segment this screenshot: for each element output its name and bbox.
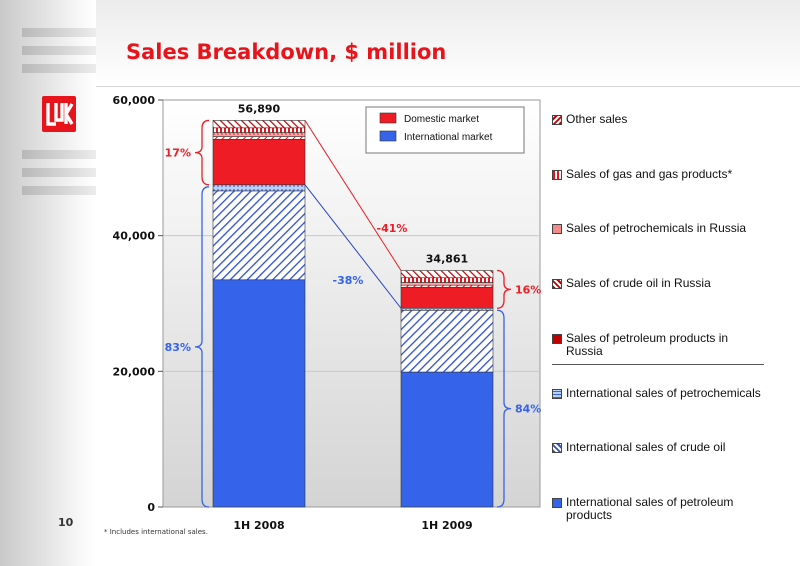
bar-segment — [212, 184, 306, 192]
bar-segment — [400, 371, 494, 508]
y-tick-label: 60,000 — [113, 94, 156, 107]
decor-stripe — [22, 186, 96, 195]
x-axis-labels: 1H 2008 1H 2009 — [233, 519, 472, 532]
x-tick-label: 1H 2009 — [421, 519, 472, 532]
market-legend-swatch — [379, 130, 397, 142]
legend-swatch — [552, 498, 562, 508]
bar-total-label: 34,861 — [426, 253, 468, 266]
decor-stripe — [22, 150, 96, 159]
legend-label: Sales of gas and gas products* — [566, 167, 733, 181]
y-axis: 0 20,000 40,000 60,000 — [113, 94, 163, 514]
legend-label: Other sales — [566, 112, 628, 126]
annotations: -41% -38% 17% 83% 16% 84% — [165, 119, 541, 508]
legend-label: Sales of petroleum products in Russia — [566, 331, 729, 358]
market-legend: Domestic market International market — [365, 106, 525, 154]
bar-total-label: 56,890 — [238, 102, 281, 115]
footnote: * Includes international sales. — [104, 528, 208, 536]
domestic-share-label: 17% — [165, 147, 191, 160]
header-band — [96, 0, 800, 87]
domestic-share-brace — [496, 269, 512, 309]
y-tick-label: 0 — [147, 501, 155, 514]
bar-segment — [212, 132, 306, 137]
bar-segment — [400, 309, 494, 373]
legend-swatch — [552, 224, 562, 234]
legend-separator — [552, 364, 764, 365]
market-legend-swatch — [379, 112, 397, 124]
legend-swatch — [552, 170, 562, 180]
y-tick-label: 40,000 — [113, 230, 156, 243]
bar-segment — [400, 286, 494, 309]
domestic-change-line — [304, 120, 402, 271]
legend-swatch — [552, 279, 562, 289]
bar-segment — [400, 284, 494, 288]
bar-segment — [400, 277, 494, 283]
legend-swatch — [552, 115, 562, 125]
international-share-brace — [496, 309, 512, 508]
bar-segment — [212, 190, 306, 281]
decor-stripe — [22, 28, 96, 37]
y-tick-label: 20,000 — [113, 365, 156, 378]
page-number: 10 — [58, 516, 74, 529]
bar-segment — [212, 120, 306, 129]
legend-label: International sales of petroleum product… — [566, 495, 734, 522]
domestic-change-label: -41% — [377, 222, 408, 235]
market-legend-label: Domestic market — [404, 114, 479, 125]
legend-label: International sales of petrochemicals — [566, 386, 761, 400]
bar-segment — [212, 136, 306, 140]
bar-segment — [212, 279, 306, 508]
page-title: Sales Breakdown, $ million — [126, 40, 447, 64]
legend-label: Sales of petrochemicals in Russia — [566, 221, 747, 235]
bar-segment — [400, 307, 494, 311]
bar-segment — [400, 270, 494, 279]
legend-swatch — [552, 389, 562, 399]
legend-label: International sales of crude oil — [566, 440, 726, 454]
decor-stripe — [22, 46, 96, 55]
international-share-label: 83% — [165, 341, 191, 354]
legend-swatch — [552, 334, 562, 344]
x-tick-label: 1H 2008 — [233, 519, 284, 532]
international-share-label: 84% — [515, 403, 541, 416]
bar-segment — [212, 127, 306, 133]
international-change-line — [304, 184, 402, 309]
international-share-brace — [194, 186, 210, 508]
domestic-share-label: 16% — [515, 283, 541, 296]
legend-label: Sales of crude oil in Russia — [566, 276, 711, 290]
market-legend-label: International market — [404, 132, 493, 143]
lukoil-logo-icon — [42, 96, 76, 132]
bars: 56,890 34,861 — [212, 102, 494, 508]
legend-swatch — [552, 443, 562, 453]
domestic-share-brace — [194, 119, 210, 186]
international-change-label: -38% — [333, 274, 364, 287]
bar-segment — [212, 139, 306, 186]
decor-stripe — [22, 168, 96, 177]
bar-segment — [400, 282, 494, 286]
left-decoration — [0, 0, 96, 566]
decor-stripe — [22, 64, 96, 73]
